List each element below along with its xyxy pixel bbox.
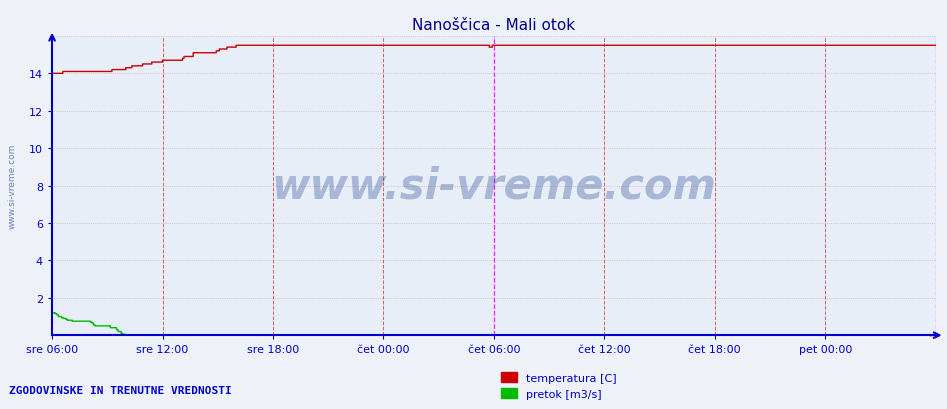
Text: www.si-vreme.com: www.si-vreme.com (272, 165, 716, 207)
Title: Nanoščica - Mali otok: Nanoščica - Mali otok (412, 18, 576, 33)
Legend: temperatura [C], pretok [m3/s]: temperatura [C], pretok [m3/s] (496, 368, 621, 403)
Text: www.si-vreme.com: www.si-vreme.com (8, 144, 17, 229)
Text: ZGODOVINSKE IN TRENUTNE VREDNOSTI: ZGODOVINSKE IN TRENUTNE VREDNOSTI (9, 384, 232, 395)
